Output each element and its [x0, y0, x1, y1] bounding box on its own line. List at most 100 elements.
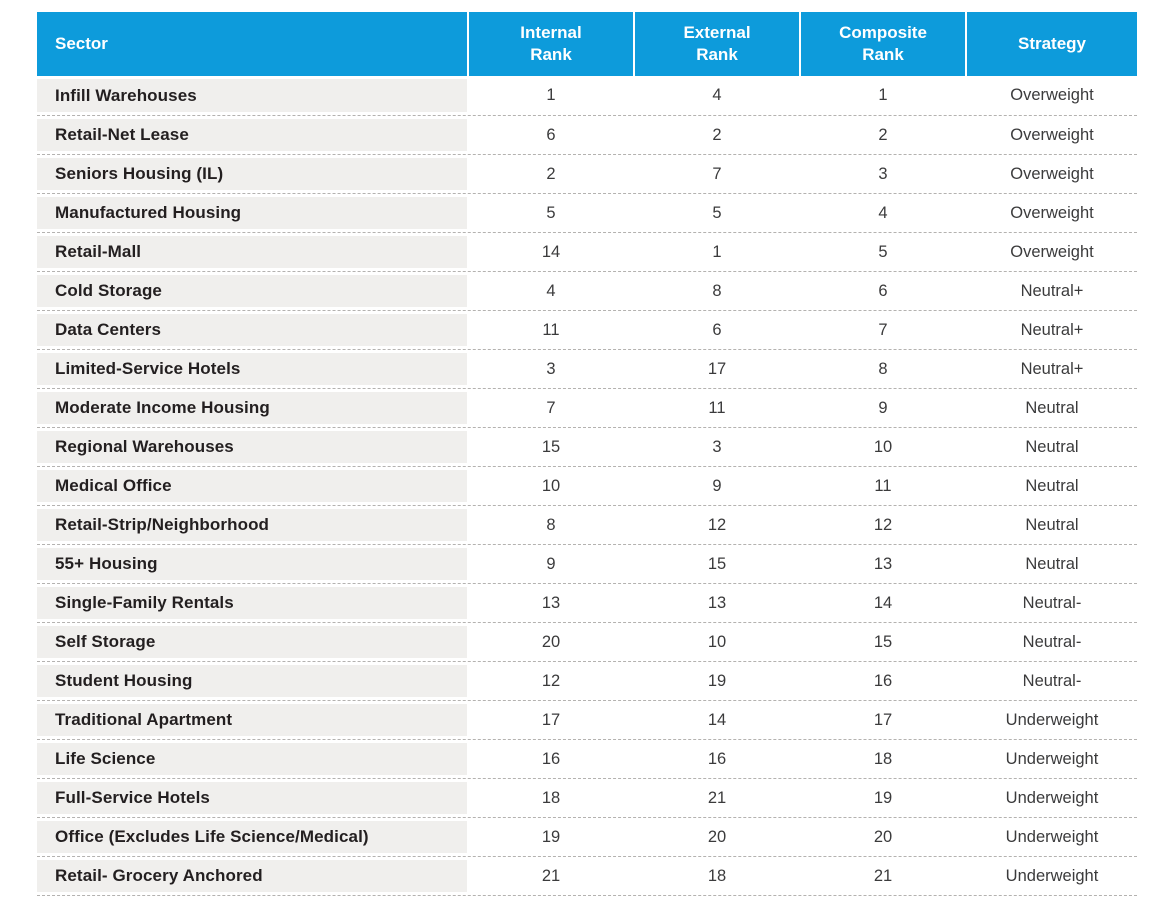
table-row: Self Storage 20 10 15 Neutral-: [37, 622, 1137, 661]
internal-rank-cell: 5: [469, 197, 633, 229]
column-header-strategy: Strategy: [967, 12, 1137, 76]
external-rank-cell: 21: [635, 782, 799, 814]
strategy-cell: Neutral+: [967, 275, 1137, 307]
composite-rank-cell: 20: [801, 821, 965, 853]
table-row: Life Science 16 16 18 Underweight: [37, 739, 1137, 778]
composite-rank-cell: 15: [801, 626, 965, 658]
composite-rank-cell: 19: [801, 782, 965, 814]
strategy-cell: Underweight: [967, 782, 1137, 814]
table-row: Infill Warehouses 1 4 1 Overweight: [37, 76, 1137, 115]
strategy-cell: Overweight: [967, 79, 1137, 112]
sector-cell: Student Housing: [37, 665, 467, 697]
strategy-cell: Overweight: [967, 119, 1137, 151]
column-header-internal-rank: Internal Rank: [469, 12, 633, 76]
internal-rank-cell: 20: [469, 626, 633, 658]
strategy-cell: Neutral+: [967, 353, 1137, 385]
external-rank-cell: 9: [635, 470, 799, 502]
sector-cell: Moderate Income Housing: [37, 392, 467, 424]
internal-rank-cell: 1: [469, 79, 633, 112]
internal-rank-cell: 16: [469, 743, 633, 775]
external-rank-cell: 3: [635, 431, 799, 463]
internal-rank-cell: 11: [469, 314, 633, 346]
composite-rank-cell: 9: [801, 392, 965, 424]
column-header-composite-rank: Composite Rank: [801, 12, 965, 76]
strategy-cell: Overweight: [967, 158, 1137, 190]
sector-cell: Traditional Apartment: [37, 704, 467, 736]
table-row: Cold Storage 4 8 6 Neutral+: [37, 271, 1137, 310]
internal-rank-cell: 8: [469, 509, 633, 541]
sector-cell: Retail- Grocery Anchored: [37, 860, 467, 892]
table-row: Manufactured Housing 5 5 4 Overweight: [37, 193, 1137, 232]
composite-rank-cell: 2: [801, 119, 965, 151]
table-row: Retail-Net Lease 6 2 2 Overweight: [37, 115, 1137, 154]
internal-rank-cell: 2: [469, 158, 633, 190]
external-rank-cell: 17: [635, 353, 799, 385]
composite-rank-cell: 16: [801, 665, 965, 697]
composite-rank-cell: 1: [801, 79, 965, 112]
sector-cell: Medical Office: [37, 470, 467, 502]
strategy-cell: Neutral+: [967, 314, 1137, 346]
composite-rank-cell: 11: [801, 470, 965, 502]
external-rank-cell: 14: [635, 704, 799, 736]
table-row: Student Housing 12 19 16 Neutral-: [37, 661, 1137, 700]
external-rank-cell: 15: [635, 548, 799, 580]
table-row: Medical Office 10 9 11 Neutral: [37, 466, 1137, 505]
strategy-cell: Neutral-: [967, 587, 1137, 619]
sector-cell: Data Centers: [37, 314, 467, 346]
table-row: Regional Warehouses 15 3 10 Neutral: [37, 427, 1137, 466]
internal-rank-cell: 9: [469, 548, 633, 580]
composite-rank-cell: 18: [801, 743, 965, 775]
external-rank-cell: 12: [635, 509, 799, 541]
sector-cell: Manufactured Housing: [37, 197, 467, 229]
composite-rank-cell: 5: [801, 236, 965, 268]
internal-rank-cell: 15: [469, 431, 633, 463]
strategy-cell: Underweight: [967, 821, 1137, 853]
external-rank-cell: 16: [635, 743, 799, 775]
composite-rank-cell: 4: [801, 197, 965, 229]
table-row: Retail- Grocery Anchored 21 18 21 Underw…: [37, 856, 1137, 895]
table-header-row: Sector Internal Rank External Rank Compo…: [37, 12, 1137, 76]
composite-rank-cell: 10: [801, 431, 965, 463]
composite-rank-cell: 6: [801, 275, 965, 307]
sector-cell: Single-Family Rentals: [37, 587, 467, 619]
strategy-cell: Neutral: [967, 392, 1137, 424]
sector-cell: Life Science: [37, 743, 467, 775]
external-rank-cell: 6: [635, 314, 799, 346]
table-row: Office (Excludes Life Science/Medical) 1…: [37, 817, 1137, 856]
sector-cell: Seniors Housing (IL): [37, 158, 467, 190]
composite-rank-cell: 7: [801, 314, 965, 346]
external-rank-cell: 10: [635, 626, 799, 658]
sector-cell: Office (Excludes Life Science/Medical): [37, 821, 467, 853]
strategy-cell: Neutral: [967, 431, 1137, 463]
internal-rank-cell: 12: [469, 665, 633, 697]
table-row: Seniors Housing (IL) 2 7 3 Overweight: [37, 154, 1137, 193]
internal-rank-cell: 14: [469, 236, 633, 268]
table-row: Moderate Income Housing 7 11 9 Neutral: [37, 388, 1137, 427]
sector-cell: Full-Service Hotels: [37, 782, 467, 814]
sector-cell: Retail-Strip/Neighborhood: [37, 509, 467, 541]
internal-rank-cell: 4: [469, 275, 633, 307]
sector-cell: Cold Storage: [37, 275, 467, 307]
external-rank-cell: 2: [635, 119, 799, 151]
column-header-external-rank: External Rank: [635, 12, 799, 76]
external-rank-cell: 1: [635, 236, 799, 268]
composite-rank-cell: 8: [801, 353, 965, 385]
sector-cell: Regional Warehouses: [37, 431, 467, 463]
table-row: Data Centers 11 6 7 Neutral+: [37, 310, 1137, 349]
internal-rank-cell: 21: [469, 860, 633, 892]
column-header-sector: Sector: [37, 12, 467, 76]
sector-cell: Retail-Mall: [37, 236, 467, 268]
strategy-cell: Neutral: [967, 470, 1137, 502]
strategy-cell: Underweight: [967, 860, 1137, 892]
composite-rank-cell: 3: [801, 158, 965, 190]
composite-rank-cell: 21: [801, 860, 965, 892]
external-rank-cell: 7: [635, 158, 799, 190]
internal-rank-cell: 3: [469, 353, 633, 385]
internal-rank-cell: 17: [469, 704, 633, 736]
table-row: Full-Service Hotels 18 21 19 Underweight: [37, 778, 1137, 817]
sector-cell: 55+ Housing: [37, 548, 467, 580]
strategy-cell: Neutral: [967, 509, 1137, 541]
strategy-cell: Underweight: [967, 704, 1137, 736]
external-rank-cell: 18: [635, 860, 799, 892]
